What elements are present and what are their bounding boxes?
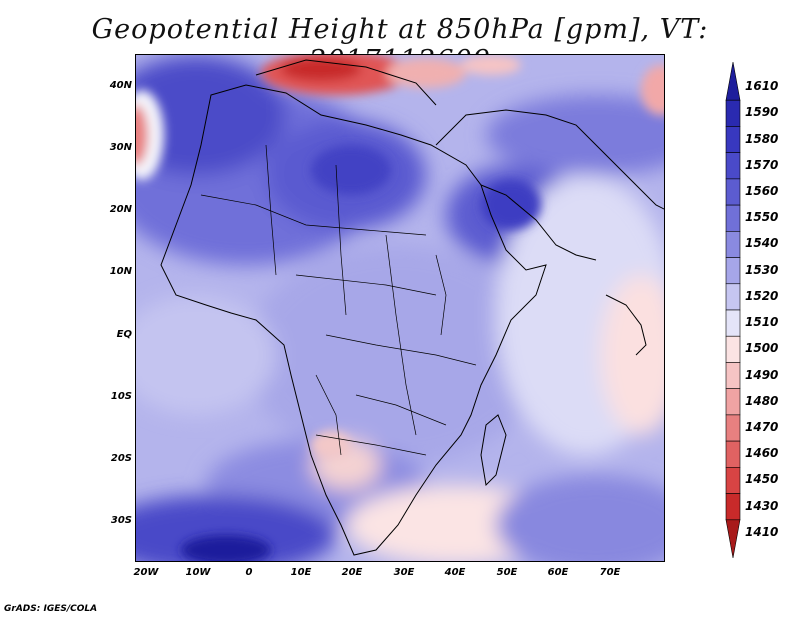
lat-label: 10S	[110, 391, 132, 402]
lat-label: 20N	[109, 204, 132, 215]
lat-label: 30N	[109, 142, 132, 153]
height-field-map	[136, 55, 664, 561]
colorbar-level-label: 1430	[745, 498, 779, 513]
colorbar-level-label: 1590	[745, 105, 779, 120]
coastline-outline	[160, 59, 664, 556]
lat-label: 30S	[110, 515, 132, 526]
lon-label: 30E	[393, 567, 415, 578]
colorbar-arrow-top	[725, 61, 741, 101]
colorbar-level-label: 1530	[745, 262, 779, 277]
lat-label: 20S	[110, 453, 132, 464]
lon-label: 40E	[444, 567, 466, 578]
colorbar-level-label: 1460	[745, 446, 779, 461]
colorbar	[725, 61, 741, 559]
colorbar-level-label: 1500	[745, 341, 779, 356]
colorbar-level-label: 1410	[745, 524, 779, 539]
lon-label: 0	[245, 567, 253, 578]
colorbar-level-label: 1540	[745, 236, 779, 251]
colorbar-level-label: 1470	[745, 420, 779, 434]
lon-label: 10E	[290, 567, 312, 578]
colorbar-level-label: 1570	[745, 157, 779, 172]
colorbar-level-label: 1580	[745, 131, 779, 146]
contour-detail-layer	[136, 55, 664, 561]
colorbar-box	[725, 335, 741, 363]
colorbar-level-label: 1490	[745, 367, 779, 382]
colorbar-box	[725, 414, 741, 442]
colorbar-box	[725, 152, 741, 180]
colorbar-level-label: 1510	[745, 315, 779, 330]
colorbar-box	[725, 257, 741, 285]
lon-label: 60E	[547, 567, 569, 578]
colorbar-level-label: 1520	[745, 288, 779, 303]
colorbar-box	[725, 493, 741, 521]
colorbar-box	[725, 440, 741, 468]
colorbar-box	[725, 467, 741, 494]
map-panel	[135, 54, 665, 562]
colorbar-box	[725, 231, 741, 258]
colorbar-box	[725, 204, 741, 232]
colorbar-box	[725, 99, 741, 127]
colorbar-boxes	[725, 61, 741, 559]
colorbar-box	[725, 309, 741, 337]
colorbar-level-label: 1480	[745, 393, 779, 408]
lat-label: 40N	[109, 80, 132, 91]
lon-label: 10W	[185, 567, 211, 578]
lon-label: 20E	[341, 567, 363, 578]
colorbar-box	[725, 388, 741, 416]
lon-label: 20W	[133, 567, 159, 578]
colorbar-level-label: 1550	[745, 210, 779, 225]
lat-label: 10N	[109, 266, 132, 277]
colorbar-level-label: 1450	[745, 472, 779, 487]
colorbar-box	[725, 283, 741, 311]
colorbar-arrow-bottom	[725, 519, 741, 559]
colorbar-level-label: 1560	[745, 184, 779, 198]
grads-credit: GrADS: IGES/COLA	[4, 604, 98, 614]
colorbar-box	[725, 178, 741, 206]
lon-label: 50E	[496, 567, 518, 578]
colorbar-level-label: 1610	[745, 79, 779, 94]
lat-label: EQ	[116, 329, 132, 340]
lon-label: 70E	[599, 567, 621, 578]
colorbar-box	[725, 362, 741, 389]
country-borders	[200, 144, 477, 456]
colorbar-box	[725, 126, 741, 153]
